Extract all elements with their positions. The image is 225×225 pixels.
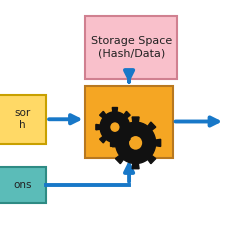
Polygon shape bbox=[110, 117, 161, 169]
Text: Storage Space
(Hash/Data): Storage Space (Hash/Data) bbox=[91, 36, 172, 58]
Text: ons: ons bbox=[13, 180, 32, 189]
FancyBboxPatch shape bbox=[0, 94, 46, 144]
FancyBboxPatch shape bbox=[86, 86, 173, 158]
Text: sor
h: sor h bbox=[14, 108, 30, 130]
Circle shape bbox=[128, 135, 143, 151]
Circle shape bbox=[109, 122, 120, 133]
FancyBboxPatch shape bbox=[0, 166, 46, 202]
Polygon shape bbox=[96, 108, 134, 147]
FancyBboxPatch shape bbox=[86, 16, 177, 79]
